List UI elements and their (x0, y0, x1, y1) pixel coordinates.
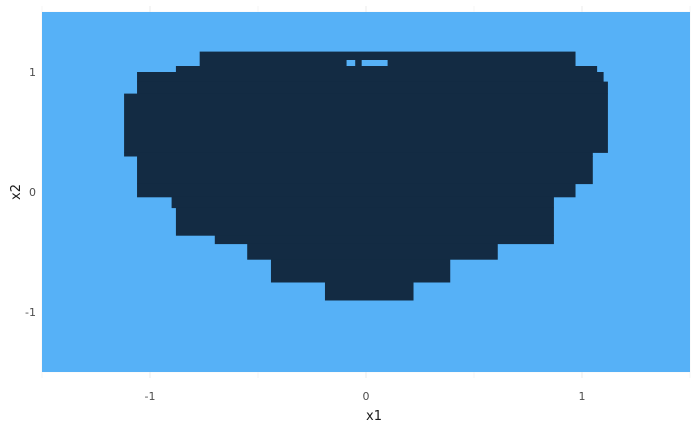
inside-class-tile-row (137, 156, 593, 185)
inside-class-tile-row (175, 207, 554, 236)
inside-class-tile-row (171, 196, 554, 209)
inside-class-tile-row (137, 183, 576, 198)
outside-class-notch (361, 60, 388, 66)
inside-class-tile-row (247, 243, 498, 260)
inside-class-tile-row (270, 259, 451, 283)
inside-class-tile-row (124, 93, 608, 153)
inside-class-tile-row (324, 282, 414, 301)
inside-class-tile-row (124, 152, 593, 157)
y-axis-title: x2 (9, 184, 24, 200)
y-axis-tick-labels: -1 0 1 (25, 66, 36, 319)
inside-class-tile-row (137, 81, 608, 95)
inside-class-tile-row (214, 235, 554, 245)
x-tick-label: -1 (145, 390, 156, 403)
x-axis-title: x1 (366, 409, 382, 424)
x-axis-tick-labels: -1 0 1 (145, 390, 586, 403)
inside-class-tile-row (199, 51, 576, 67)
outside-class-notch (346, 60, 356, 66)
y-tick-label: -1 (25, 306, 36, 319)
inside-class-region (124, 51, 608, 301)
inside-class-tile-row (137, 72, 604, 83)
y-tick-label: 1 (29, 66, 36, 79)
x-tick-label: 0 (363, 390, 370, 403)
y-tick-label: 0 (29, 186, 36, 199)
x-tick-label: 1 (579, 390, 586, 403)
inside-class-tile-row (175, 66, 598, 73)
